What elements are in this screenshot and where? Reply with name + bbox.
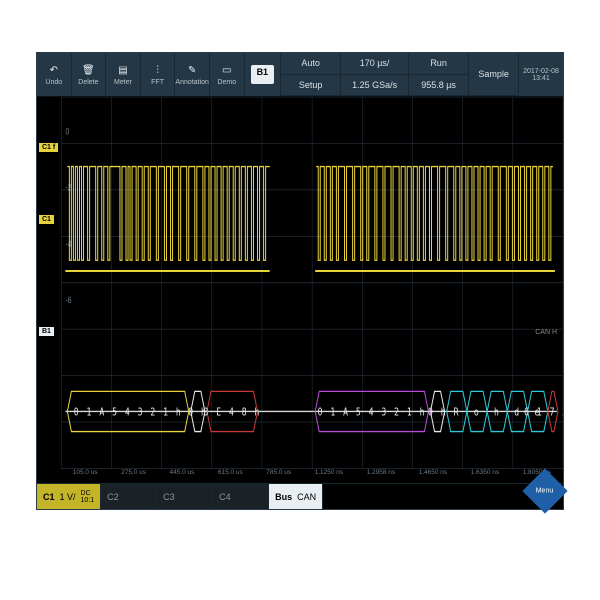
meter-button-label: Meter [114, 79, 132, 86]
svg-text:0 1 A 5 4 3 2 1 h: 0 1 A 5 4 3 2 1 h [74, 406, 182, 418]
time: 13:41 [532, 75, 550, 82]
record-length[interactable]: 955.8 µs [408, 75, 468, 97]
channel-c4-box[interactable]: C4 [213, 484, 269, 509]
bus-b1-tag[interactable]: B1 [39, 327, 54, 336]
x-tick: 615.0 us [218, 469, 243, 476]
svg-text:6 1 7 A h: 6 1 7 A h [524, 406, 563, 418]
x-tick: 1.4650 ns [419, 469, 448, 476]
sample-rate[interactable]: 1.25 GSa/s [340, 75, 408, 97]
x-tick: 275.0 us [121, 469, 146, 476]
demo-button-label: Demo [217, 79, 236, 86]
annotation-button[interactable]: ✎ Annotation [175, 53, 210, 96]
delete-button-icon: 🗑 [80, 63, 96, 77]
svg-text:h: h [494, 406, 500, 418]
svg-text:R: R [454, 406, 460, 418]
channel-bar: C1 1 V/ DC10:1 C2 C3 C4 Bus CAN Menu [37, 483, 563, 509]
date: 2017-02-08 [523, 68, 559, 75]
bus-label: Bus [275, 492, 292, 502]
svg-text:0 1 A 5 4 3 2 1 h: 0 1 A 5 4 3 2 1 h [318, 406, 426, 418]
svg-text:-6: -6 [65, 294, 72, 305]
x-tick: 1.1250 ns [315, 469, 344, 476]
svg-text:o: o [474, 406, 480, 418]
channel-c1-box[interactable]: C1 1 V/ DC10:1 [37, 484, 101, 509]
bus-proto: CAN [297, 492, 316, 502]
svg-text:0 h: 0 h [428, 406, 447, 418]
svg-text:0: 0 [65, 125, 69, 136]
c1-coupling: DC10:1 [81, 490, 95, 504]
top-toolbar: ↶ Undo 🗑 Delete ▤ Meter ⫶ FFT ✎ Annotation ▭ Demo B… [37, 53, 563, 97]
delete-button[interactable]: 🗑 Delete [72, 53, 107, 96]
menu-label: Menu [536, 487, 554, 494]
setup-label[interactable]: Setup [280, 75, 340, 97]
x-tick: 1.6350 ns [471, 469, 500, 476]
demo-button[interactable]: ▭ Demo [210, 53, 245, 96]
datetime: 2017-02-08 13:41 [518, 53, 563, 96]
meter-button-icon: ▤ [115, 63, 131, 77]
channel-c1-tag[interactable]: C1 [39, 215, 54, 224]
acq-mode-col: Sample [468, 53, 518, 96]
annotation-button-icon: ✎ [184, 63, 200, 77]
x-axis-ticks: 105.0 us 275.0 us 445.0 us 615.0 us 785.0 us… [37, 469, 563, 483]
bus-box[interactable]: Bus CAN [269, 484, 323, 509]
acq-mode[interactable]: Sample [468, 53, 518, 96]
fft-button-label: FFT [151, 79, 164, 86]
demo-button-icon: ▭ [219, 63, 235, 77]
undo-button-icon: ↶ [46, 63, 62, 77]
channel-c2-box[interactable]: C2 [101, 484, 157, 509]
c1-scale: 1 V/ [60, 492, 76, 502]
trigger-mode[interactable]: Auto [280, 53, 340, 75]
timebase[interactable]: 170 µs/ [340, 53, 408, 75]
undo-button-label: Undo [45, 79, 62, 86]
channel-c3-box[interactable]: C3 [157, 484, 213, 509]
svg-text:d: d [514, 406, 520, 418]
meter-button[interactable]: ▤ Meter [106, 53, 141, 96]
oscilloscope-window: ↶ Undo 🗑 Delete ▤ Meter ⫶ FFT ✎ Annotation ▭ Demo B… [36, 52, 564, 510]
channel-c1f-tag[interactable]: C1 f [39, 143, 58, 152]
svg-text:3 E 4 8 h: 3 E 4 8 h [204, 406, 261, 418]
x-tick: 445.0 us [169, 469, 194, 476]
annotation-button-label: Annotation [175, 79, 208, 86]
delete-button-label: Delete [78, 79, 98, 86]
run-state[interactable]: Run [408, 53, 468, 75]
x-tick: 1.2958 ns [367, 469, 396, 476]
fft-button[interactable]: ⫶ FFT [141, 53, 176, 96]
x-tick: 105.0 us [73, 469, 98, 476]
can-h-label: CAN H [535, 329, 557, 336]
fft-button-icon: ⫶ [150, 63, 166, 77]
x-tick: 785.0 us [266, 469, 291, 476]
b1-indicator[interactable]: B1 [251, 65, 275, 84]
undo-button[interactable]: ↶ Undo [37, 53, 72, 96]
c1-label: C1 [43, 492, 55, 502]
waveform-display[interactable]: 0-2-4-6 0 1 A 5 4 3 2 1 h0 h3 E 4 8 h0 1… [37, 97, 563, 469]
acquisition-status: Auto 170 µs/ Run Setup 1.25 GSa/s 955.8 … [280, 53, 468, 96]
